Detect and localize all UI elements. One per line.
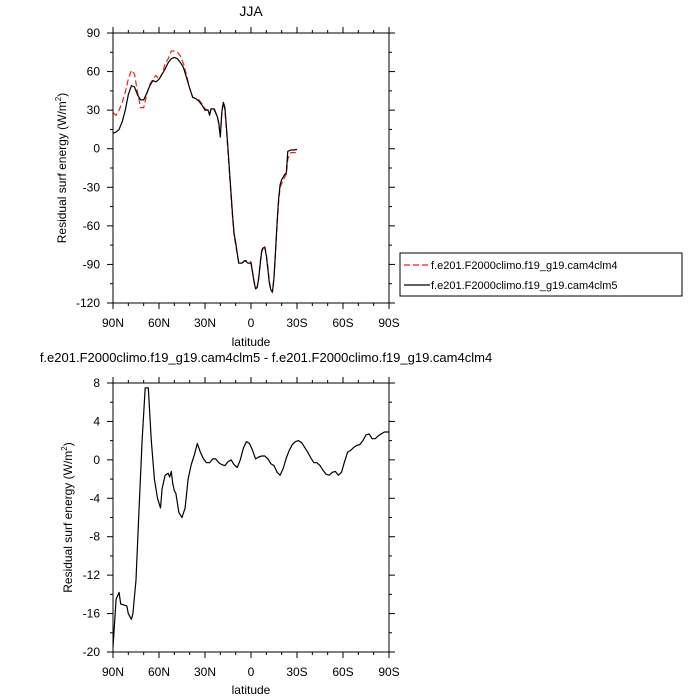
y-tick-label: -90 — [83, 257, 101, 271]
series-line-1 — [112, 50, 297, 294]
x-tick-label: 60S — [332, 316, 353, 330]
plot-frame — [112, 382, 390, 653]
y-tick-label: -20 — [83, 645, 101, 659]
y-axis-label-superscript: 2 — [54, 96, 63, 101]
legend-label-2: f.e201.F2000climo.f19_g19.cam4clm5 — [431, 280, 618, 292]
x-tick-label: 60S — [332, 665, 353, 679]
series-line-2 — [112, 56, 298, 292]
chart-title: f.e201.F2000climo.f19_g19.cam4clm5 - f.e… — [40, 350, 492, 365]
y-axis-label-text: Residual surf energy (W/m — [61, 451, 75, 593]
y-tick-label: 0 — [93, 142, 100, 156]
difference-line-chart: f.e201.F2000climo.f19_g19.cam4clm5 - f.e… — [40, 350, 492, 697]
y-tick-label: 4 — [93, 414, 100, 428]
legend-box — [399, 252, 683, 297]
x-tick-label: 30N — [194, 665, 216, 679]
y-axis-label-text: Residual surf energy (W/m — [55, 101, 69, 243]
y-tick-label: -60 — [83, 219, 101, 233]
legend: f.e201.F2000climo.f19_g19.cam4clm4 f.e201… — [399, 252, 683, 297]
chart-title: JJA — [239, 3, 263, 19]
y-tick-label: -16 — [83, 607, 101, 621]
y-tick-label: 90 — [87, 26, 101, 40]
y-tick-label: 60 — [87, 65, 101, 79]
y-tick-label: -4 — [89, 491, 100, 505]
series-line-1 — [112, 387, 389, 648]
y-tick-label: 30 — [87, 103, 101, 117]
x-tick-label: 90S — [378, 316, 399, 330]
x-tick-label: 30S — [286, 316, 307, 330]
legend-label-1: f.e201.F2000climo.f19_g19.cam4clm4 — [431, 260, 618, 272]
y-axis-label-close: ) — [55, 93, 69, 97]
top-line-chart: JJA 90N 60N 30N 0 30S 60S 90S 90 60 30 0 -30 -60 -90 -1… — [54, 3, 683, 349]
x-tick-label: 30N — [194, 316, 216, 330]
y-axis-label: Residual surf energy (W/m2) — [60, 442, 75, 593]
y-tick-label: -30 — [83, 180, 101, 194]
x-tick-label: 90N — [102, 665, 124, 679]
y-axis-label: Residual surf energy (W/m2) — [54, 93, 69, 244]
x-tick-label: 90S — [378, 665, 399, 679]
y-axis-label-superscript: 2 — [60, 446, 69, 451]
y-tick-label: 0 — [93, 453, 100, 467]
x-tick-label: 30S — [286, 665, 307, 679]
x-tick-label: 60N — [148, 665, 170, 679]
y-tick-label: -8 — [89, 530, 100, 544]
y-tick-label: 8 — [93, 376, 100, 390]
x-tick-label: 60N — [148, 316, 170, 330]
y-axis-label-close: ) — [61, 442, 75, 446]
y-tick-label: -120 — [76, 296, 100, 310]
x-tick-label: 90N — [102, 316, 124, 330]
y-tick-label: -12 — [83, 568, 101, 582]
x-tick-label: 0 — [248, 665, 255, 679]
x-axis-label: latitude — [232, 683, 271, 697]
x-axis-label: latitude — [232, 335, 271, 349]
x-tick-label: 0 — [248, 316, 255, 330]
